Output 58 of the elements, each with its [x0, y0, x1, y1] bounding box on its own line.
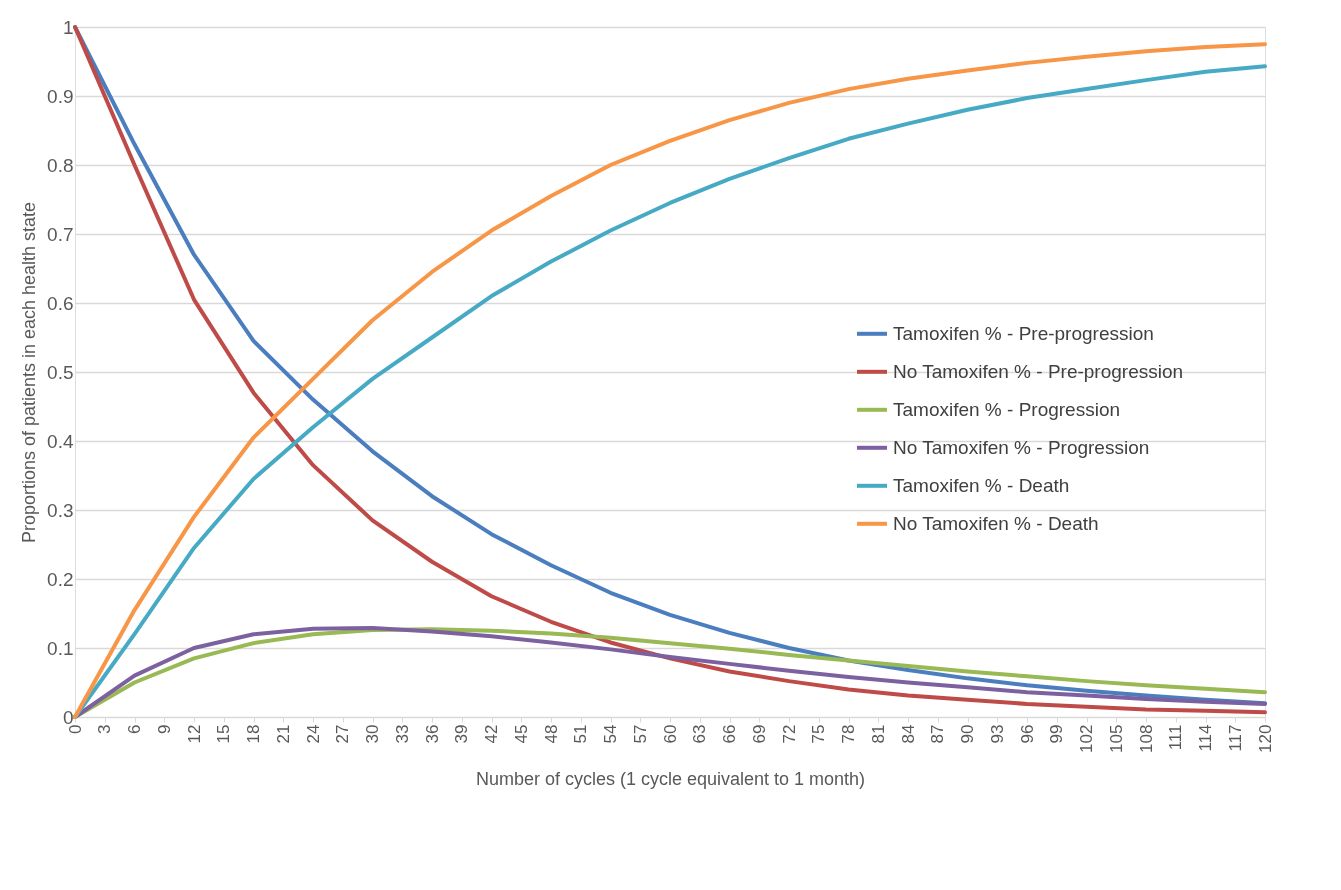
y-tick-label: 0.1 — [47, 637, 74, 659]
x-tick-label: 48 — [541, 724, 561, 744]
x-tick-label: 18 — [244, 724, 263, 744]
x-tick-label: 66 — [720, 724, 739, 744]
x-tick-label: 15 — [214, 724, 234, 744]
x-tick-label: 9 — [154, 724, 174, 734]
x-tick-label: 114 — [1196, 724, 1215, 752]
x-tick-label: 36 — [422, 724, 442, 744]
x-tick-label: 108 — [1136, 724, 1156, 753]
x-tick-label: 33 — [392, 724, 412, 744]
x-tick-label: 93 — [987, 724, 1007, 744]
y-axis-title: Proportions of patients in each health state — [19, 201, 40, 544]
y-tick-label: 0.2 — [47, 568, 74, 590]
x-tick-label: 39 — [452, 724, 472, 744]
legend-label: Tamoxifen % - Death — [893, 474, 1070, 496]
x-tick-label: 78 — [839, 724, 858, 744]
x-tick-label: 45 — [511, 724, 531, 744]
x-tick-label: 72 — [779, 724, 799, 744]
x-tick-label: 6 — [125, 724, 144, 734]
x-tick-label: 42 — [482, 724, 501, 744]
x-tick-label: 57 — [630, 724, 650, 744]
x-tick-label: 3 — [95, 724, 115, 734]
x-tick-label: 87 — [928, 724, 948, 744]
x-tick-label: 21 — [273, 724, 293, 744]
x-tick-label: 111 — [1166, 724, 1186, 751]
y-tick-label: 0.8 — [47, 154, 74, 176]
legend-label: Tamoxifen % - Progression — [893, 398, 1121, 420]
x-tick-label: 96 — [1017, 724, 1037, 744]
x-tick-label: 84 — [898, 724, 918, 744]
y-tick-label: 1 — [62, 16, 74, 38]
x-tick-label: 117 — [1225, 724, 1245, 752]
x-tick-label: 54 — [601, 724, 620, 744]
x-tick-label: 99 — [1047, 724, 1067, 744]
legend-label: No Tamoxifen % - Pre-progression — [893, 360, 1184, 382]
y-tick-label: 0.3 — [47, 499, 74, 521]
x-tick-label: 102 — [1077, 724, 1096, 753]
y-tick-label: 0.7 — [47, 223, 74, 245]
x-tick-label: 60 — [660, 724, 680, 744]
legend-label: Tamoxifen % - Pre-progression — [893, 322, 1154, 344]
x-tick-label: 105 — [1106, 724, 1126, 753]
x-axis-title: Number of cycles (1 cycle equivalent to 1 month) — [475, 768, 866, 789]
y-tick-label: 0.5 — [47, 361, 74, 383]
x-tick-label: 120 — [1255, 724, 1275, 753]
legend-label: No Tamoxifen % - Death — [893, 512, 1099, 534]
legend-label: No Tamoxifen % - Progression — [893, 436, 1150, 458]
x-tick-label: 90 — [958, 724, 977, 744]
y-tick-label: 0.4 — [47, 430, 74, 452]
x-tick-label: 69 — [749, 724, 769, 744]
x-tick-label: 81 — [868, 724, 888, 744]
x-tick-label: 12 — [184, 724, 204, 744]
x-tick-label: 27 — [333, 724, 353, 744]
y-tick-label: 0.9 — [47, 85, 74, 107]
x-tick-label: 63 — [690, 724, 710, 744]
x-tick-label: 24 — [303, 724, 323, 744]
y-tick-label: 0.6 — [47, 292, 74, 314]
x-tick-label: 75 — [809, 724, 829, 744]
x-tick-label: 51 — [571, 724, 591, 744]
x-tick-label: 30 — [363, 724, 382, 744]
